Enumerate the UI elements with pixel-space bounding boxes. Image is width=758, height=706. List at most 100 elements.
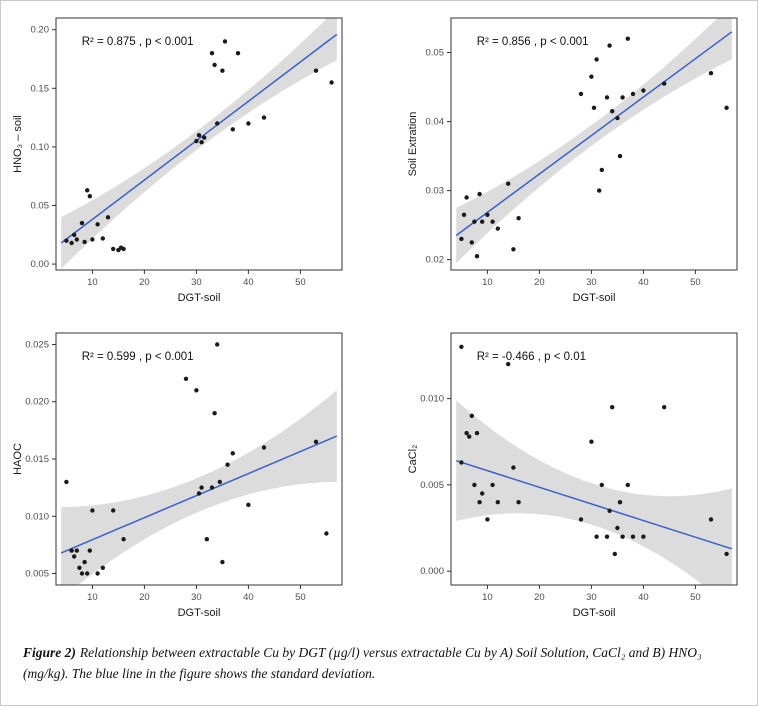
data-point bbox=[630, 534, 636, 539]
data-point bbox=[620, 95, 625, 100]
chart-panel-haoc: 10 20 30 40 50 0.005 0.010 0.015 0.020 0.025 DGT-s… bbox=[9, 324, 354, 627]
y-tick-label: 0.04 bbox=[426, 117, 445, 128]
data-point bbox=[477, 500, 482, 505]
data-point bbox=[72, 554, 77, 559]
scatter-plot-hno3-soil: 10 20 30 40 50 0.00 0.05 0.10 0.15 0.20 DGT-soil HN… bbox=[12, 17, 343, 304]
data-point bbox=[506, 361, 511, 367]
data-point bbox=[74, 237, 80, 242]
data-point bbox=[597, 188, 602, 193]
x-tick-label: 40 bbox=[243, 277, 254, 288]
confidence-band bbox=[61, 390, 337, 585]
plot-area bbox=[455, 18, 733, 264]
data-point bbox=[85, 188, 90, 193]
data-point bbox=[220, 68, 225, 73]
data-point bbox=[724, 105, 729, 111]
data-point bbox=[121, 246, 126, 252]
x-tick-label: 30 bbox=[586, 277, 597, 288]
data-point bbox=[617, 153, 623, 159]
y-tick-label: 0.00 bbox=[31, 259, 50, 270]
data-point bbox=[594, 57, 599, 62]
confidence-band bbox=[456, 400, 732, 585]
data-point bbox=[516, 500, 521, 505]
data-point bbox=[100, 236, 106, 241]
data-point bbox=[599, 167, 604, 173]
figure-caption-text: Relationship between extractable Cu by D… bbox=[23, 645, 702, 681]
charts-grid: 10 20 30 40 50 0.00 0.05 0.10 0.15 0.20 DGT-soil HN… bbox=[1, 1, 757, 627]
data-point bbox=[90, 237, 95, 242]
x-tick-label: 50 bbox=[295, 592, 306, 603]
x-tick-label: 40 bbox=[243, 592, 254, 603]
data-point bbox=[220, 559, 225, 565]
data-point bbox=[641, 534, 646, 539]
y-axis-label: CaCl₂ bbox=[407, 445, 419, 474]
data-point bbox=[199, 485, 204, 490]
y-tick-label: 0.010 bbox=[25, 511, 49, 522]
x-tick-label: 30 bbox=[191, 277, 202, 288]
y-tick-label: 0.03 bbox=[426, 186, 445, 197]
data-point bbox=[183, 376, 189, 381]
data-point bbox=[495, 226, 500, 231]
regression-line bbox=[455, 459, 733, 550]
data-point bbox=[82, 239, 87, 245]
data-point bbox=[235, 51, 241, 56]
data-point bbox=[589, 74, 594, 79]
y-tick-label: 0.02 bbox=[426, 255, 445, 266]
data-point bbox=[246, 121, 251, 126]
confidence-band bbox=[456, 18, 732, 264]
annotation-r2: R² = -0.466 , p < 0.01 bbox=[477, 351, 586, 363]
data-point bbox=[662, 81, 667, 86]
data-point bbox=[607, 508, 612, 513]
scatter-plot-haoc: 10 20 30 40 50 0.005 0.010 0.015 0.020 0.025 DGT-s… bbox=[12, 332, 343, 619]
y-tick-label: 0.05 bbox=[426, 48, 445, 59]
y-tick-label: 0.005 bbox=[25, 569, 49, 580]
chart-panel-soil-extration: 10 20 30 40 50 0.02 0.03 0.04 0.05 DGT-soil Soil E… bbox=[404, 9, 749, 312]
y-tick-label: 0.025 bbox=[25, 340, 49, 351]
data-point bbox=[74, 548, 80, 553]
data-point bbox=[95, 222, 100, 227]
data-point bbox=[607, 43, 612, 48]
x-axis-label: DGT-soil bbox=[178, 607, 221, 619]
data-point bbox=[506, 181, 511, 186]
data-point bbox=[105, 215, 111, 220]
x-tick-label: 50 bbox=[690, 277, 701, 288]
data-point bbox=[610, 405, 615, 410]
chart-panel-hno3-soil: 10 20 30 40 50 0.00 0.05 0.10 0.15 0.20 DGT-soil HN… bbox=[9, 9, 354, 312]
data-point bbox=[64, 238, 69, 243]
x-tick-label: 20 bbox=[534, 277, 545, 288]
data-point bbox=[485, 517, 490, 522]
data-point bbox=[121, 537, 126, 542]
regression-line bbox=[60, 33, 338, 244]
x-tick-label: 50 bbox=[295, 277, 306, 288]
data-point bbox=[495, 500, 500, 505]
data-point bbox=[511, 247, 516, 252]
x-axis-label: DGT-soil bbox=[178, 292, 221, 304]
data-point bbox=[459, 460, 464, 465]
data-point bbox=[199, 140, 204, 145]
data-point bbox=[230, 127, 235, 132]
x-axis-label: DGT-soil bbox=[573, 607, 616, 619]
data-point bbox=[459, 236, 464, 242]
scatter-plot-soil-extration: 10 20 30 40 50 0.02 0.03 0.04 0.05 DGT-soil Soil E… bbox=[407, 17, 738, 304]
data-point bbox=[477, 191, 482, 197]
data-point bbox=[578, 91, 584, 97]
y-tick-label: 0.15 bbox=[31, 83, 50, 94]
x-tick-label: 20 bbox=[534, 592, 545, 603]
data-point bbox=[615, 115, 620, 121]
data-point bbox=[469, 413, 474, 418]
data-point bbox=[708, 71, 714, 76]
data-point bbox=[461, 212, 467, 217]
data-point bbox=[480, 491, 485, 496]
figure-caption-label: Figure 2) bbox=[23, 645, 76, 660]
data-point bbox=[95, 571, 100, 576]
data-point bbox=[77, 565, 82, 570]
x-tick-label: 20 bbox=[139, 592, 150, 603]
x-tick-label: 40 bbox=[638, 592, 649, 603]
y-axis-label: Soil Extration bbox=[407, 112, 419, 177]
y-tick-label: 0.10 bbox=[31, 142, 50, 153]
data-point bbox=[64, 479, 69, 485]
data-point bbox=[480, 219, 485, 224]
y-axis-label: HAOC bbox=[12, 443, 24, 475]
data-point bbox=[625, 482, 630, 488]
panel-border bbox=[450, 332, 738, 586]
data-point bbox=[261, 445, 267, 450]
